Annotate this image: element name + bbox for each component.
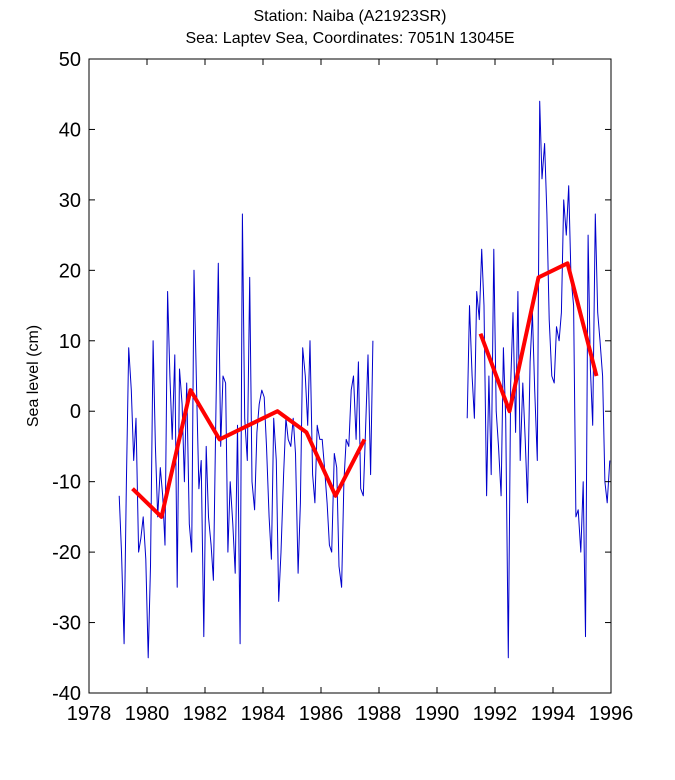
x-tick-label: 1988 — [357, 703, 402, 725]
axes-box — [88, 58, 612, 694]
y-tick-label: -30 — [52, 613, 81, 635]
chart-title: Station: Naiba (A21923SR) — [254, 8, 447, 25]
chart-subtitle: Sea: Laptev Sea, Coordinates: 7051N 1304… — [185, 30, 514, 47]
y-tick-label: 20 — [59, 260, 81, 282]
x-tick-label: 1980 — [125, 703, 170, 725]
y-tick-label: -40 — [52, 683, 81, 705]
x-axis: 1978 1980 1982 1984 1986 1988 1990 1992 1994 1996 — [67, 59, 634, 725]
x-tick-label: 1978 — [67, 703, 112, 725]
y-axis: -40 -30 -20 -10 0 10 20 30 40 50 — [52, 49, 611, 705]
x-tick-label: 1990 — [415, 703, 460, 725]
y-axis-label: Sea level (cm) — [25, 325, 42, 427]
y-tick-label: 40 — [59, 119, 81, 141]
y-tick-label: 10 — [59, 331, 81, 353]
plot-area — [118, 100, 611, 659]
y-tick-label: -20 — [52, 542, 81, 564]
annual-mean-line — [131, 388, 367, 519]
x-tick-label: 1992 — [473, 703, 518, 725]
x-tick-label: 1982 — [183, 703, 228, 725]
y-tick-label: 50 — [59, 49, 81, 71]
y-tick-label: -10 — [52, 472, 81, 494]
x-tick-label: 1994 — [531, 703, 576, 725]
monthly-sea-level-line — [118, 213, 374, 659]
x-tick-label: 1996 — [589, 703, 634, 725]
x-tick-label: 1984 — [241, 703, 286, 725]
x-tick-label: 1986 — [299, 703, 344, 725]
monthly-sea-level-line — [466, 100, 611, 659]
y-tick-label: 30 — [59, 190, 81, 212]
y-tick-label: 0 — [70, 401, 81, 423]
